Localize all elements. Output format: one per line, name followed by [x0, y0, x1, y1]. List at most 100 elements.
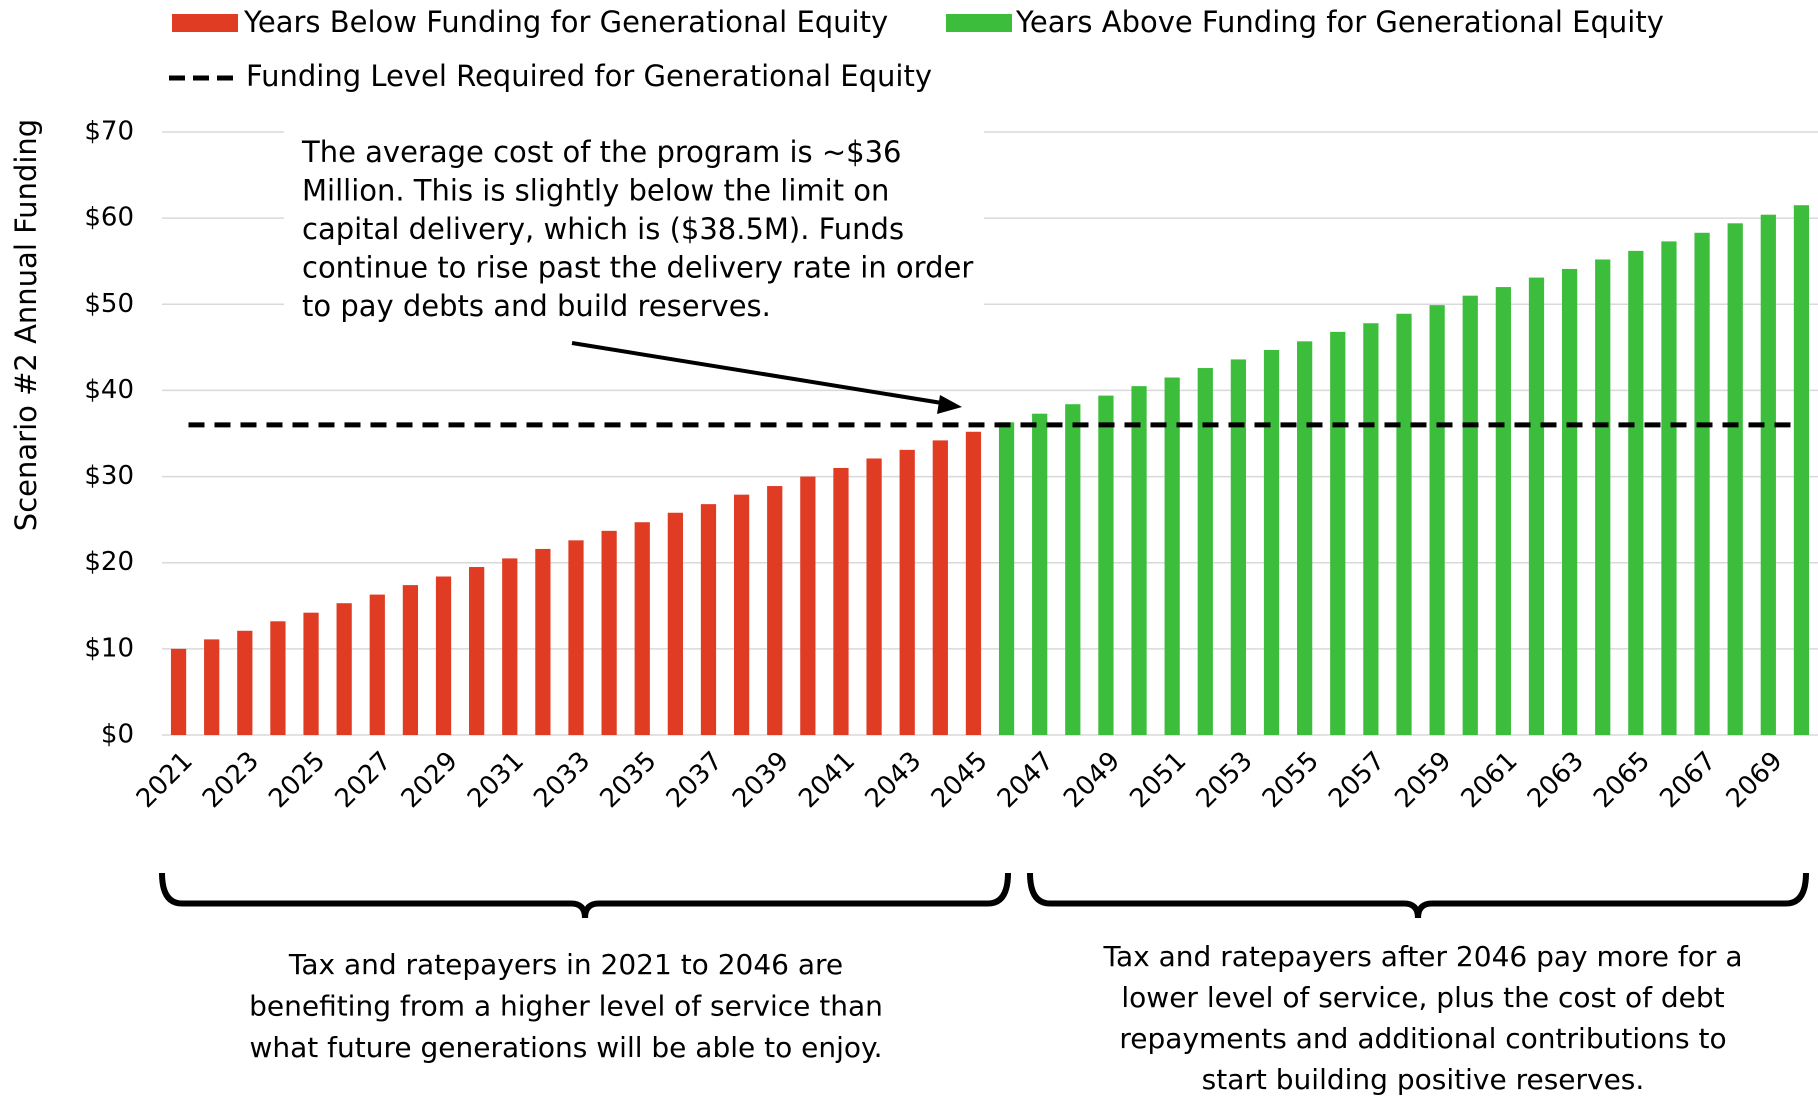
x-tick-label: 2063 [1522, 746, 1590, 814]
brace [1027, 872, 1809, 919]
bar [1263, 349, 1280, 735]
bar [1396, 313, 1412, 735]
x-tick-label: 2035 [594, 746, 662, 814]
bar [1661, 241, 1677, 735]
note-text: repayments and additional contributions … [1119, 1022, 1726, 1055]
bar [667, 512, 683, 735]
bar [1561, 268, 1578, 735]
callout-text: capital delivery, which is ($38.5M). Fun… [302, 212, 904, 246]
bar [568, 540, 584, 735]
y-tick-label: $50 [84, 289, 134, 319]
bar [1760, 214, 1776, 735]
bar [1429, 305, 1445, 735]
note-text: Tax and ratepayers after 2046 pay more f… [1103, 940, 1743, 973]
bar [767, 486, 783, 735]
arrow-line [571, 341, 949, 406]
callout-text: The average cost of the program is ~$36 [301, 135, 902, 169]
y-tick-label: $0 [101, 720, 134, 750]
x-tick-label: 2021 [131, 746, 199, 814]
bar [1495, 287, 1511, 735]
bar [1595, 259, 1611, 735]
x-tick-label: 2059 [1389, 746, 1457, 814]
bar [204, 639, 220, 735]
bar [601, 530, 617, 735]
x-tick-label: 2027 [330, 746, 398, 814]
note-text: benefiting from a higher level of servic… [249, 990, 883, 1023]
x-tick-label: 2057 [1323, 746, 1391, 814]
callout-text: to pay debts and build reserves. [302, 289, 771, 323]
bar [733, 494, 750, 735]
bar [270, 621, 286, 735]
legend-label: Years Below Funding for Generational Equ… [243, 5, 888, 39]
x-tick-label: 2043 [859, 746, 927, 814]
bar [1297, 341, 1313, 735]
x-tick-label: 2067 [1654, 746, 1722, 814]
legend-label: Years Above Funding for Generational Equ… [1015, 5, 1664, 39]
bar [469, 567, 485, 735]
x-tick-label: 2025 [263, 746, 331, 814]
note-text: Tax and ratepayers in 2021 to 2046 are [288, 948, 843, 981]
bar [932, 440, 948, 735]
arrow-head [937, 395, 962, 414]
x-tick-label: 2051 [1124, 746, 1192, 814]
bar [1230, 359, 1247, 735]
bar [435, 576, 452, 735]
bar [965, 431, 982, 735]
bar [237, 630, 253, 735]
bar [1330, 331, 1346, 735]
bar [634, 522, 650, 735]
bar [1793, 205, 1810, 735]
bar [170, 648, 187, 735]
note-text: start building positive reserves. [1202, 1063, 1645, 1096]
y-tick-label: $20 [84, 547, 134, 577]
bar [899, 449, 915, 735]
bar [402, 585, 419, 735]
x-tick-label: 2065 [1588, 746, 1656, 814]
bar [336, 603, 352, 735]
x-tick-label: 2039 [727, 746, 795, 814]
callout-text: continue to rise past the delivery rate … [302, 251, 973, 285]
y-axis-label: Scenario #2 Annual Funding [9, 119, 43, 531]
bar [1164, 377, 1180, 735]
bar [866, 458, 882, 735]
bar [1694, 232, 1710, 735]
x-tick-label: 2069 [1721, 746, 1789, 814]
bar [1098, 395, 1114, 735]
bar [1363, 323, 1379, 735]
bar [1032, 413, 1048, 735]
bar [1462, 295, 1478, 735]
bar [700, 504, 717, 735]
x-tick-label: 2031 [462, 746, 530, 814]
legend-swatch [172, 14, 238, 32]
bar [1131, 386, 1147, 735]
legend-label: Funding Level Required for Generational … [246, 59, 932, 93]
x-tick-label: 2045 [926, 746, 994, 814]
x-tick-label: 2061 [1456, 746, 1524, 814]
x-tick-label: 2029 [396, 746, 464, 814]
y-tick-label: $40 [84, 375, 134, 405]
x-tick-label: 2049 [1058, 746, 1126, 814]
bar [1065, 404, 1081, 735]
legend-swatch [946, 14, 1012, 32]
bar [535, 548, 551, 735]
y-tick-label: $10 [84, 633, 134, 663]
x-tick-label: 2047 [992, 746, 1060, 814]
bar [1628, 250, 1644, 735]
x-tick-label: 2023 [197, 746, 265, 814]
bar [833, 467, 849, 735]
brace [159, 872, 1011, 919]
bar [369, 594, 385, 735]
callout-box [284, 122, 984, 332]
bar [303, 612, 319, 735]
bar [1727, 223, 1743, 735]
x-tick-label: 2037 [661, 746, 729, 814]
y-tick-label: $60 [84, 203, 134, 233]
bar [1197, 368, 1213, 735]
x-tick-label: 2041 [793, 746, 861, 814]
bar [1528, 277, 1545, 735]
bar [998, 422, 1015, 735]
x-tick-label: 2053 [1191, 746, 1259, 814]
x-tick-label: 2033 [528, 746, 596, 814]
bar [502, 558, 518, 735]
